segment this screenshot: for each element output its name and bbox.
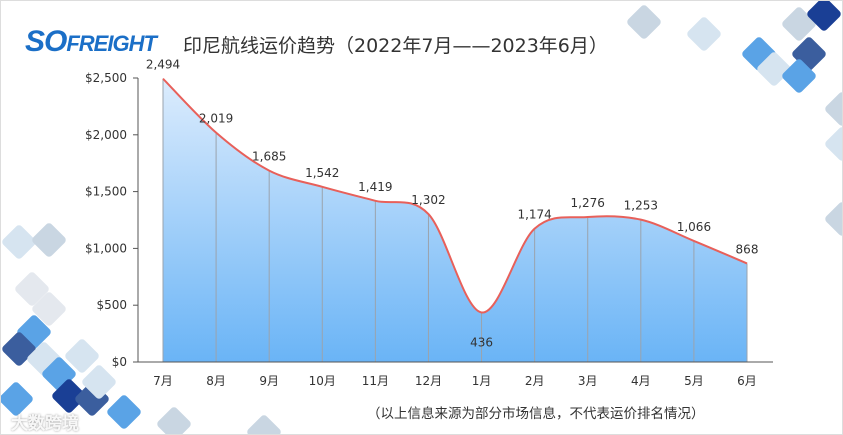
y-tick-label: $1,000	[85, 241, 127, 255]
y-tick-label: $1,500	[85, 185, 127, 199]
data-label: 1,419	[358, 180, 392, 194]
y-tick-label: $0	[112, 355, 127, 369]
x-tick-label: 12月	[415, 374, 442, 388]
data-label: 436	[470, 335, 493, 349]
x-tick-label: 6月	[737, 374, 757, 388]
y-tick-label: $500	[96, 298, 127, 312]
source-note: （以上信息来源为部分市场信息，不代表运价排名情况）	[367, 406, 705, 422]
x-tick-label: 5月	[684, 374, 704, 388]
x-tick-label: 7月	[153, 374, 173, 388]
data-label: 2,494	[146, 58, 180, 72]
data-label: 1,276	[571, 196, 605, 210]
series-line	[162, 77, 748, 314]
data-label: 1,253	[624, 199, 658, 213]
x-tick-label: 4月	[631, 374, 651, 388]
area-fill	[163, 78, 747, 362]
x-tick-label: 3月	[578, 374, 598, 388]
data-label: 1,066	[677, 220, 711, 234]
y-tick-label: $2,000	[85, 128, 127, 142]
data-label: 1,542	[305, 166, 339, 180]
x-tick-label: 11月	[362, 374, 389, 388]
data-label: 1,174	[517, 208, 551, 222]
x-tick-label: 2月	[525, 374, 545, 388]
x-tick-label: 1月	[472, 374, 492, 388]
chart-title: 印尼航线运价趋势（2022年7月——2023年6月）	[183, 35, 608, 57]
watermark: 大数跨境	[11, 414, 79, 434]
data-label: 1,685	[252, 150, 286, 164]
x-tick-label: 8月	[206, 374, 226, 388]
data-label: 868	[736, 242, 759, 256]
data-label: 2,019	[199, 112, 233, 126]
y-tick-label: $2,500	[85, 71, 127, 85]
data-label: 1,302	[411, 193, 445, 207]
x-tick-label: 9月	[259, 374, 279, 388]
sofreight-logo: SOFREIGHT	[25, 25, 157, 58]
x-tick-label: 10月	[309, 374, 336, 388]
